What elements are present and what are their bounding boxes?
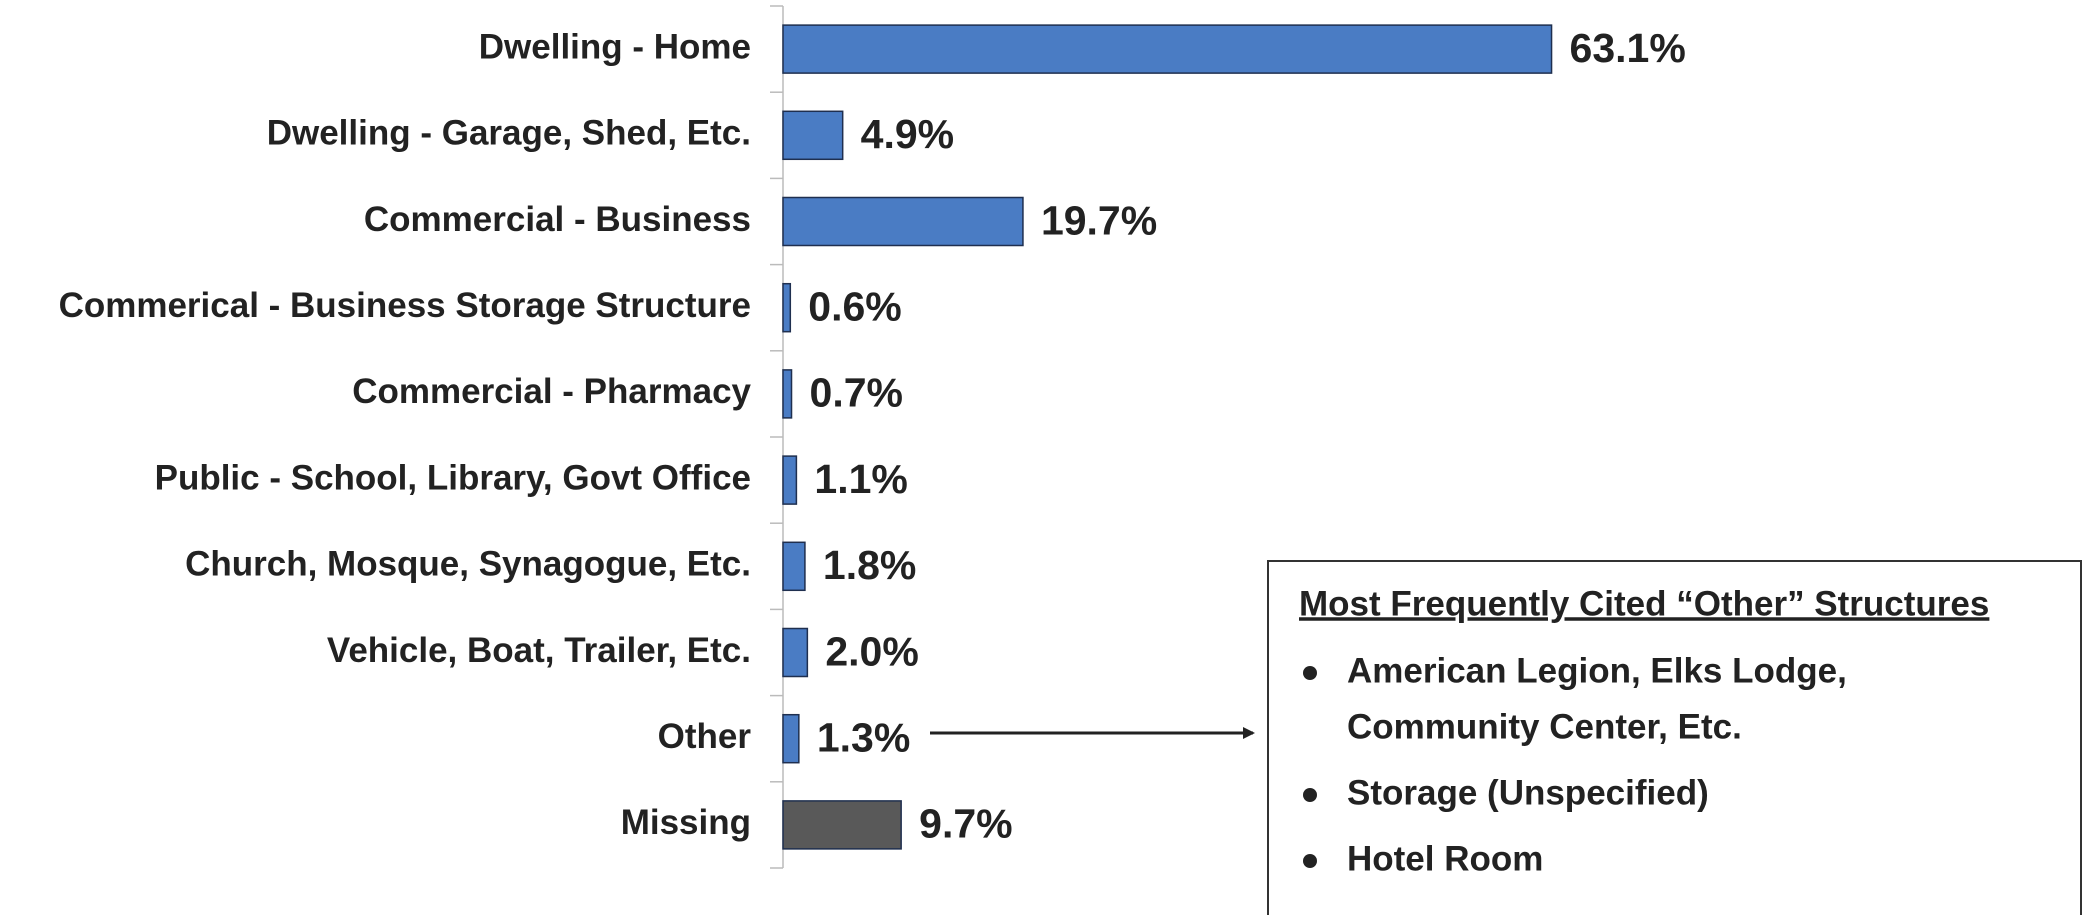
- value-label: 9.7%: [919, 801, 1012, 847]
- annotation-item: American Legion, Elks Lodge,: [1347, 651, 1847, 690]
- value-label: 1.3%: [817, 715, 910, 761]
- category-label: Missing: [621, 803, 751, 842]
- annotation-item: Community Center, Etc.: [1347, 707, 1742, 746]
- value-label: 0.7%: [810, 370, 903, 416]
- category-label: Dwelling - Home: [479, 27, 751, 66]
- bar: [782, 196, 1024, 247]
- category-label: Church, Mosque, Synagogue, Etc.: [185, 545, 751, 584]
- value-label: 63.1%: [1570, 25, 1686, 71]
- category-label: Commerical - Business Storage Structure: [59, 286, 751, 325]
- category-label: Public - School, Library, Govt Office: [155, 458, 751, 497]
- bar: [782, 455, 798, 505]
- bar: [782, 541, 806, 592]
- annotation-title: Most Frequently Cited “Other” Structures: [1299, 584, 1989, 623]
- bar: [782, 282, 792, 333]
- value-label: 1.8%: [823, 542, 916, 588]
- bar: [782, 369, 793, 419]
- annotation-item: Hotel Room: [1347, 839, 1543, 878]
- value-label: 0.6%: [808, 284, 901, 330]
- annotation-box: [1267, 560, 2082, 915]
- bar: [782, 110, 844, 161]
- value-label: 19.7%: [1041, 197, 1157, 243]
- value-label: 4.9%: [861, 111, 954, 157]
- category-label: Other: [658, 717, 752, 756]
- category-label: Commercial - Business: [364, 200, 751, 239]
- value-label: 2.0%: [825, 628, 918, 674]
- bullet: [1303, 666, 1317, 680]
- bar: [782, 627, 809, 678]
- bar: [782, 800, 902, 850]
- bullet: [1303, 854, 1317, 868]
- bullet: [1303, 788, 1317, 802]
- bar: [782, 713, 800, 764]
- value-label: 1.1%: [814, 456, 907, 502]
- category-label: Commercial - Pharmacy: [352, 372, 751, 411]
- bar: [782, 24, 1553, 74]
- annotation-item: Storage (Unspecified): [1347, 773, 1709, 812]
- category-label: Dwelling - Garage, Shed, Etc.: [267, 114, 751, 153]
- category-label: Vehicle, Boat, Trailer, Etc.: [327, 631, 751, 670]
